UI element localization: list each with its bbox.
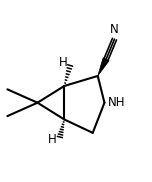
Polygon shape	[98, 58, 109, 76]
Text: NH: NH	[108, 96, 126, 109]
Text: H: H	[48, 133, 57, 146]
Text: N: N	[110, 23, 119, 36]
Text: H: H	[59, 56, 68, 69]
